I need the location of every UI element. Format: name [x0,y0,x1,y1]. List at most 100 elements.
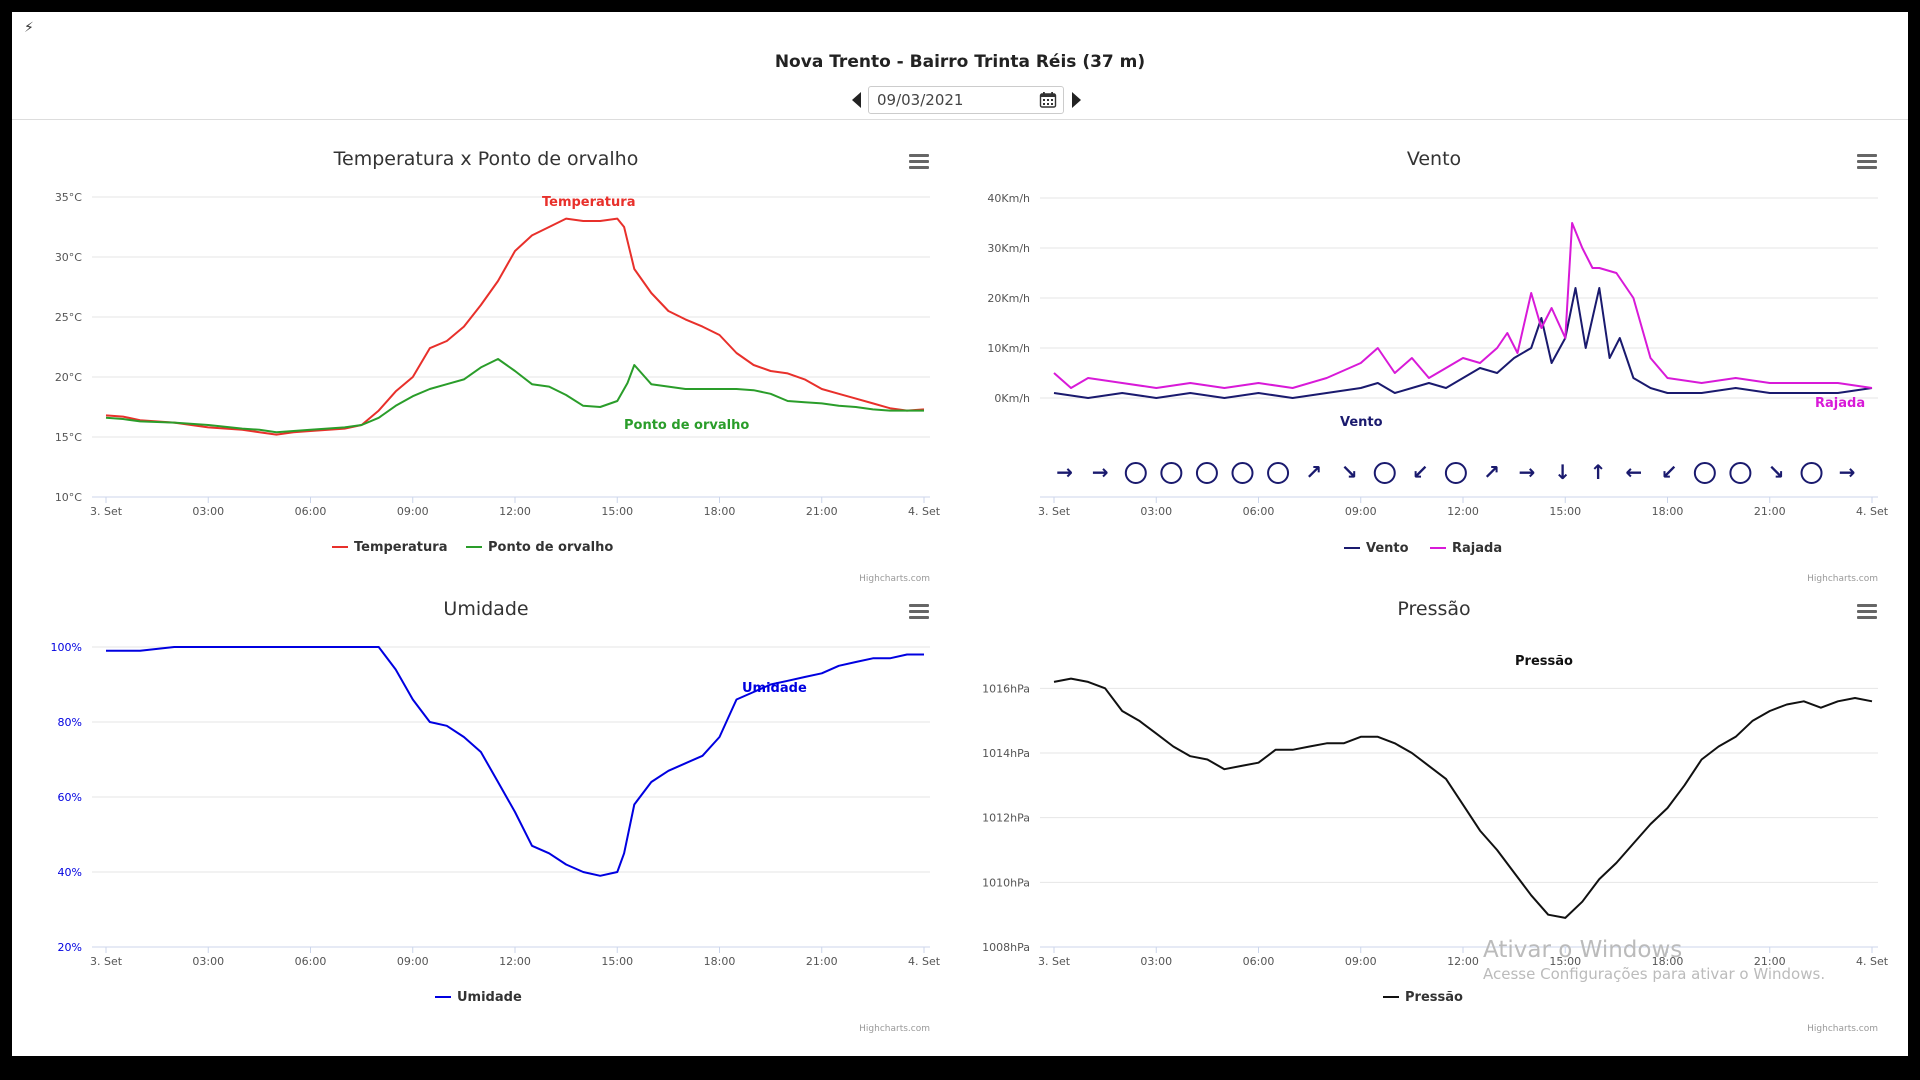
wind-direction-arrow: ↗ [1483,460,1500,484]
x-tick-label: 21:00 [806,955,838,968]
x-tick-label: 03:00 [1140,955,1172,968]
legend-item: Ponto de orvalho [488,540,613,555]
x-tick-label: 21:00 [1754,505,1786,518]
x-tick-label: 03:00 [192,955,224,968]
watermark-subtitle: Acesse Configurações para ativar o Windo… [1483,965,1826,983]
y-tick-label: 40Km/h [987,192,1030,205]
wind-direction-arrow: ↙ [1412,460,1429,484]
y-tick-label: 25°C [55,311,82,324]
series-label: Umidade [742,681,807,696]
wind-direction-arrow: ← [1625,460,1642,484]
series-line-ponto-de-orvalho [105,358,924,434]
y-tick-label: 20°C [55,371,82,384]
wind-calm-marker [1195,462,1218,484]
chart-menu-button[interactable] [909,154,929,170]
legend-item: Umidade [457,990,522,1005]
chart-menu-button[interactable] [1857,604,1877,620]
x-tick-label: 03:00 [1140,505,1172,518]
x-tick-label: 09:00 [1345,505,1377,518]
x-tick-label: 15:00 [601,955,633,968]
chart-pressao: Pressão 1008hPa 1010hPa 1012hPa 1014hPa 1016h… [960,586,1908,1036]
x-tick-label: 18:00 [704,505,736,518]
wind-calm-marker [1800,462,1823,484]
x-tick-label: 4. Set [908,955,941,968]
x-tick-label: 4. Set [1856,505,1889,518]
y-tick-label: 1012hPa [982,812,1030,825]
previous-day-button[interactable] [848,86,864,114]
x-tick-label: 3. Set [1038,505,1071,518]
y-tick-label: 10Km/h [987,342,1030,355]
x-tick-label: 21:00 [1754,955,1786,968]
chart-menu-button[interactable] [909,604,929,620]
x-tick-label: 3. Set [90,955,123,968]
y-tick-label: 30Km/h [987,242,1030,255]
wind-calm-marker [1267,462,1290,484]
y-tick-label: 35°C [55,191,82,204]
x-tick-label: 18:00 [704,955,736,968]
x-tick-label: 15:00 [1549,955,1581,968]
y-tick-label: 80% [58,716,82,729]
series-line-umidade [106,646,924,877]
x-tick-label: 4. Set [908,505,941,518]
y-tick-label: 1014hPa [982,747,1030,760]
series-label: Temperatura [542,195,635,210]
y-tick-label: 20Km/h [987,292,1030,305]
y-tick-label: 1016hPa [982,682,1030,695]
x-tick-label: 06:00 [295,955,327,968]
date-picker [848,86,1084,114]
x-tick-label: 09:00 [1345,955,1377,968]
wind-direction-arrow: ↑ [1590,460,1607,484]
x-tick-label: 06:00 [1243,505,1275,518]
x-tick-label: 12:00 [1447,955,1479,968]
chart-temperatura-plot: Temperatura x Ponto de orvalho 10°C 15°C 20… [55,148,941,584]
y-tick-label: 100% [51,641,82,654]
calendar-icon[interactable] [1039,91,1057,109]
header-divider [12,119,1908,120]
legend-item: Rajada [1452,541,1502,556]
y-tick-label: 1010hPa [982,876,1030,889]
date-input[interactable] [877,91,1027,109]
wind-direction-arrow: → [1519,460,1536,484]
y-tick-label: 60% [58,791,82,804]
wind-direction-arrow: → [1839,460,1856,484]
chart-title: Umidade [443,598,528,620]
x-tick-label: 18:00 [1652,505,1684,518]
chart-title: Vento [1407,148,1461,170]
chart-pressao-plot: Pressão 1008hPa 1010hPa 1012hPa 1014hPa 1016h… [982,598,1889,1034]
wind-direction-arrow: ↓ [1554,460,1571,484]
y-tick-label: 10°C [55,491,82,504]
x-tick-label: 15:00 [1549,505,1581,518]
highcharts-credits: Highcharts.com [1807,1024,1878,1034]
series-label: Pressão [1515,654,1573,669]
arrow-right-icon [1071,92,1081,108]
series-line-vento [1053,287,1873,399]
wind-calm-marker [1729,462,1752,484]
x-tick-label: 3. Set [1038,955,1071,968]
next-day-button[interactable] [1068,86,1084,114]
x-tick-label: 06:00 [295,505,327,518]
legend-item: Pressão [1405,990,1463,1005]
date-field[interactable] [868,86,1064,114]
wind-direction-arrow: → [1092,460,1109,484]
x-tick-label: 09:00 [397,955,429,968]
arrow-left-icon [851,92,861,108]
windows-activation-watermark: Ativar o Windows Acesse Configurações pa… [1483,937,1825,983]
y-tick-label: 15°C [55,431,82,444]
series-label: Rajada [1815,396,1865,411]
y-tick-label: 0Km/h [994,392,1030,405]
plug-icon: ⚡ [24,20,34,36]
x-tick-label: 09:00 [397,505,429,518]
highcharts-credits: Highcharts.com [859,1024,930,1034]
highcharts-credits: Highcharts.com [859,574,930,584]
chart-menu-button[interactable] [1857,154,1877,170]
wind-calm-marker [1231,462,1254,484]
wind-calm-marker [1124,462,1147,484]
x-tick-label: 3. Set [90,505,123,518]
wind-direction-arrow: ↘ [1341,460,1358,484]
y-tick-label: 40% [58,866,82,879]
x-tick-label: 12:00 [1447,505,1479,518]
series-line-pressão [1053,677,1873,919]
chart-umidade-plot: Umidade 20% 40% 60% 80% 100% 3. Set 03:00 06:00 0… [51,598,941,1034]
legend-item: Temperatura [354,540,447,555]
watermark-title: Ativar o Windows [1483,937,1683,963]
